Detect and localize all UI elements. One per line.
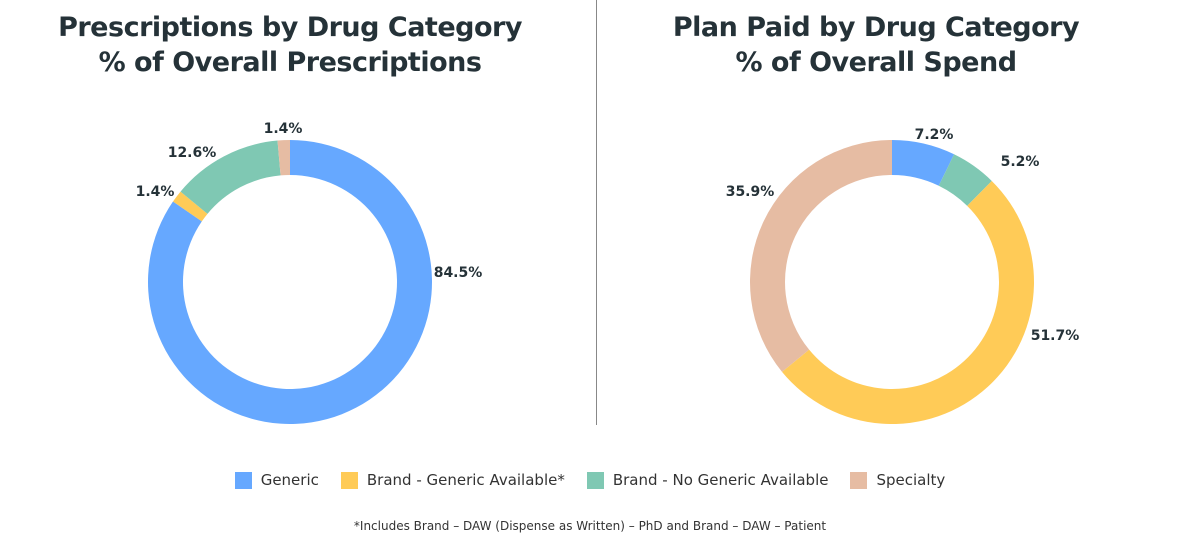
left-chart-subtitle: % of Overall Prescriptions [98,47,482,78]
footnote: *Includes Brand – DAW (Dispense as Writt… [353,519,827,533]
right-chart-title: Plan Paid by Drug Category % of Overall … [596,10,1156,80]
legend-swatch [850,471,868,489]
legend-swatch [586,471,604,489]
legend-swatch [234,471,252,489]
donut-slice [180,140,281,214]
left-chart-title-line: Prescriptions by Drug Category [58,12,522,43]
data-label: 1.4% [136,184,175,200]
data-label: 7.2% [915,127,954,143]
data-label: 35.9% [726,184,775,200]
legend-label: Brand - Generic Available* [366,471,565,489]
donut-slice [277,140,290,176]
data-label: 1.4% [264,121,303,137]
legend-item-brand-generic-available: Brand - Generic Available* [340,471,565,489]
donut-slice [892,140,955,186]
right-chart-title-line: Plan Paid by Drug Category [672,12,1080,43]
legend-swatch [340,471,358,489]
legend: Generic Brand - Generic Available* Brand… [0,471,1180,489]
data-label: 5.2% [1001,154,1040,170]
donut-slice [938,154,992,206]
left-chart-title: Prescriptions by Drug Category % of Over… [10,10,570,80]
right-chart-subtitle: % of Overall Spend [735,47,1017,78]
legend-label: Brand - No Generic Available [612,471,829,489]
data-label: 12.6% [168,145,217,161]
divider [596,0,597,425]
data-label: 84.5% [434,265,483,281]
donut-slice [172,191,208,222]
donut-slice [750,140,892,372]
data-label: 51.7% [1031,328,1080,344]
legend-item-specialty: Specialty [850,471,945,489]
legend-label: Specialty [876,471,946,489]
legend-item-generic: Generic [234,471,319,489]
donut-slice [782,180,1034,424]
legend-label: Generic [260,471,319,489]
legend-item-brand-no-generic: Brand - No Generic Available [586,471,829,489]
